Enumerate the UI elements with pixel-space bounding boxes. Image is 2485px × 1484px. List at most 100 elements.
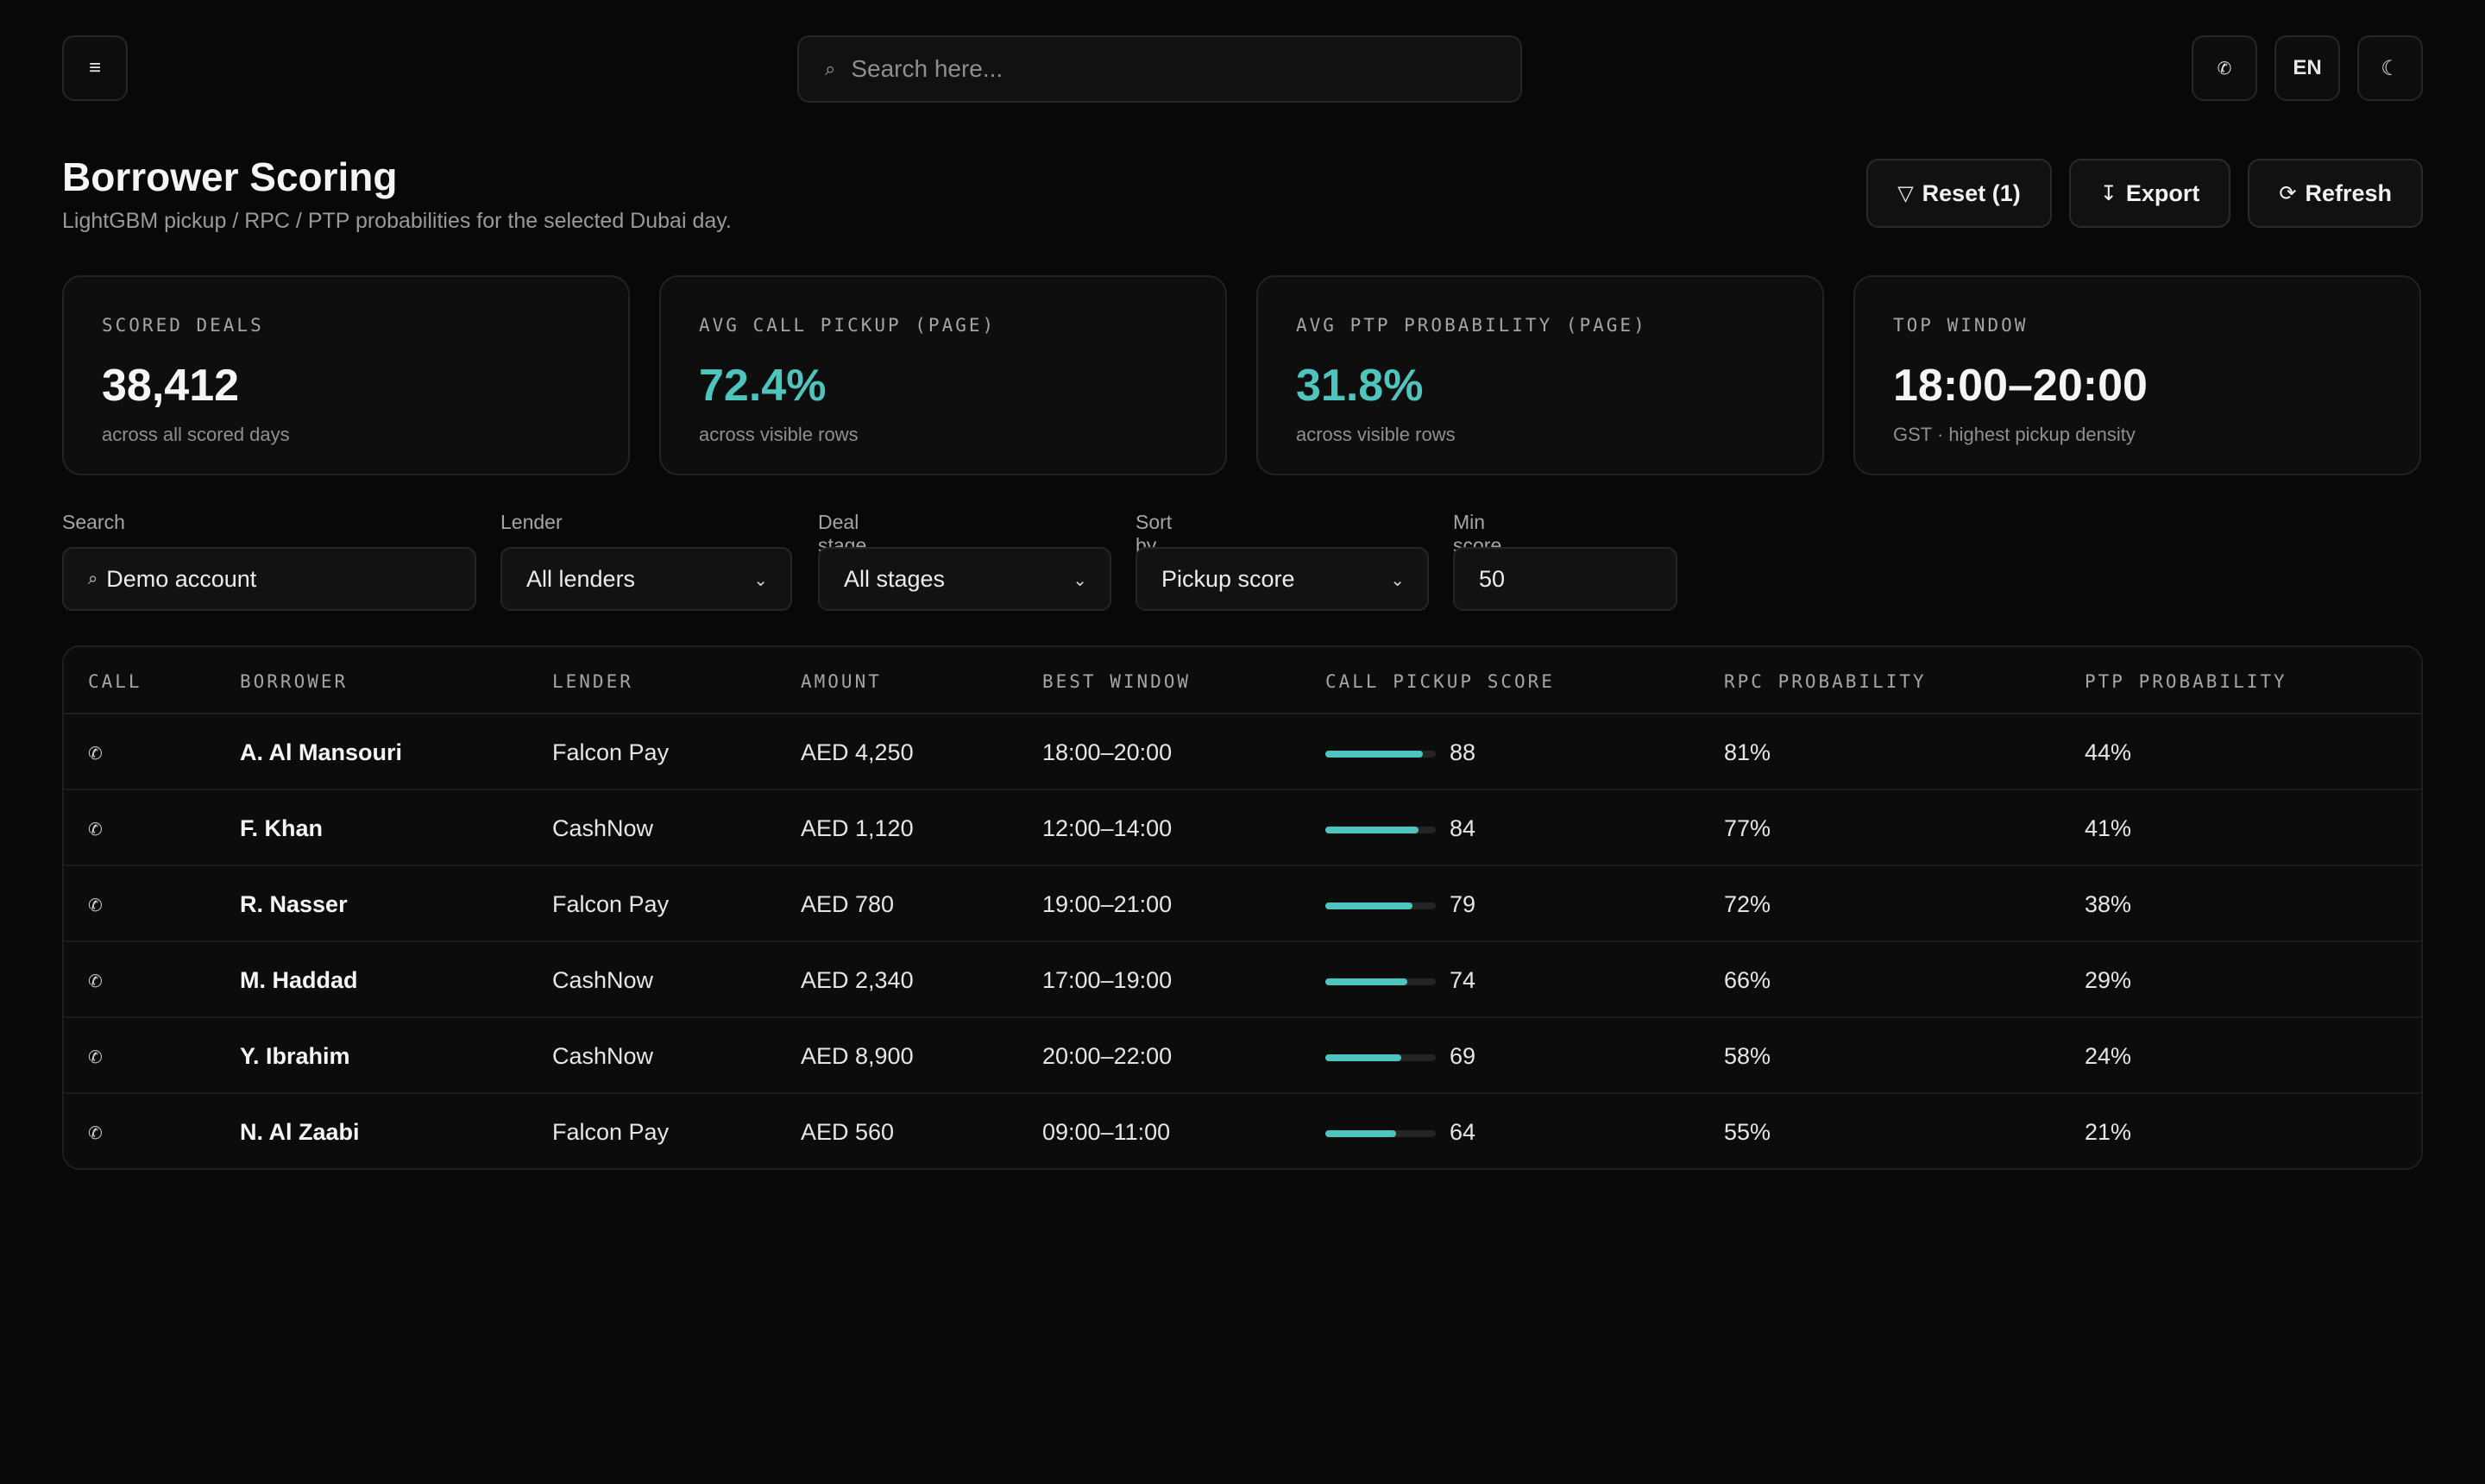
column-header-rpc-probability[interactable]: RPC PROBABILITY	[1724, 671, 1927, 692]
pickup-score-bar-fill	[1325, 751, 1423, 758]
header-actions: ▽ Reset (1) ↧ Export ⟳ Refresh	[1866, 159, 2423, 228]
reset-button[interactable]: ▽ Reset (1)	[1866, 159, 2052, 228]
kpi-label: SCORED DEALS	[102, 315, 264, 336]
borrower-name[interactable]: N. Al Zaabi	[240, 1119, 360, 1145]
kpi-note: GST · highest pickup density	[1893, 424, 2136, 445]
lender-cell: CashNow	[552, 967, 654, 993]
column-header-call[interactable]: CALL	[88, 671, 142, 692]
chevron-down-icon: ⌄	[1073, 571, 1087, 590]
amount-cell: AED 780	[801, 891, 895, 917]
kpi-label: TOP WINDOW	[1893, 315, 2029, 336]
kpi-card-scored-deals: SCORED DEALS 38,412 across all scored da…	[62, 275, 630, 475]
min-score-value: 50	[1479, 565, 1506, 592]
best-window-cell: 09:00–11:00	[1042, 1119, 1171, 1145]
phone-icon[interactable]: ✆	[88, 972, 103, 991]
phone-icon[interactable]: ✆	[88, 1048, 103, 1067]
table-row[interactable]: ✆ Y. Ibrahim CashNow AED 8,900 20:00–22:00 69…	[64, 1018, 2421, 1094]
search-value: Demo account	[106, 565, 257, 592]
lender-select[interactable]: All lenders ⌄	[500, 547, 792, 611]
pickup-score-bar	[1325, 751, 1436, 758]
theme-toggle-button[interactable]: ☾	[2357, 35, 2423, 101]
amount-cell: AED 4,250	[801, 739, 914, 765]
ptp-probability-cell: 29%	[2085, 967, 2132, 993]
lender-cell: CashNow	[552, 1043, 654, 1069]
phone-icon[interactable]: ✆	[88, 821, 103, 839]
borrower-name[interactable]: F. Khan	[240, 815, 324, 841]
search-icon: ⌕	[825, 58, 836, 79]
pickup-score-bar	[1325, 1130, 1436, 1137]
rpc-probability-cell: 81%	[1724, 739, 1771, 765]
kpi-label: AVG CALL PICKUP (PAGE)	[699, 315, 997, 336]
column-header-call-pickup-score[interactable]: CALL PICKUP SCORE	[1325, 671, 1555, 692]
kpi-card-avg-ptp-probability: AVG PTP PROBABILITY (PAGE) 31.8% across …	[1256, 275, 1824, 475]
kpi-cards: SCORED DEALS 38,412 across all scored da…	[62, 275, 2423, 475]
filter-sort-by: Sort by Pickup score ⌄	[1136, 511, 1429, 611]
pickup-score-bar-fill	[1325, 1130, 1396, 1137]
table-row[interactable]: ✆ N. Al Zaabi Falcon Pay AED 560 09:00–11:00…	[64, 1094, 2421, 1168]
borrower-name[interactable]: Y. Ibrahim	[240, 1043, 350, 1069]
download-icon: ↧	[2099, 181, 2117, 205]
borrower-name[interactable]: M. Haddad	[240, 967, 358, 993]
filter-label: Sort by	[1136, 511, 1173, 556]
column-header-lender[interactable]: LENDER	[552, 671, 633, 692]
kpi-note: across visible rows	[699, 424, 859, 445]
table-row[interactable]: ✆ A. Al Mansouri Falcon Pay AED 4,250 18:00–…	[64, 714, 2421, 790]
borrower-name[interactable]: R. Nasser	[240, 891, 348, 917]
table-row[interactable]: ✆ F. Khan CashNow AED 1,120 12:00–14:00 84 77%…	[64, 790, 2421, 866]
kpi-note: across visible rows	[1296, 424, 1456, 445]
export-button[interactable]: ↧ Export	[2068, 159, 2231, 228]
phone-icon[interactable]: ✆	[88, 1124, 103, 1143]
phone-icon[interactable]: ✆	[88, 896, 103, 915]
language-button[interactable]: EN	[2274, 35, 2340, 101]
column-header-best-window[interactable]: BEST WINDOW	[1042, 671, 1192, 692]
lender-cell: Falcon Pay	[552, 891, 670, 917]
global-search-input[interactable]: ⌕ Search here...	[797, 35, 1522, 103]
filter-label: Search	[62, 511, 125, 533]
refresh-label: Refresh	[2305, 179, 2392, 206]
top-bar: ≡ ⌕ Search here... ✆ EN ☾	[62, 35, 2423, 103]
rpc-probability-cell: 72%	[1724, 891, 1771, 917]
column-header-ptp-probability[interactable]: PTP PROBABILITY	[2085, 671, 2287, 692]
borrower-table: CALL BORROWER LENDER AMOUNT BEST WINDOW …	[62, 645, 2423, 1170]
borrower-name[interactable]: A. Al Mansouri	[240, 739, 403, 765]
chevron-down-icon: ⌄	[1390, 571, 1405, 590]
table-row[interactable]: ✆ M. Haddad CashNow AED 2,340 17:00–19:00 74 6…	[64, 942, 2421, 1018]
call-button[interactable]: ✆	[2192, 35, 2257, 101]
pickup-score-bar	[1325, 978, 1436, 985]
deal-stage-value: All stages	[844, 565, 946, 592]
kpi-value: 38,412	[102, 361, 240, 411]
pickup-score-value: 79	[1450, 891, 1476, 917]
column-header-borrower[interactable]: BORROWER	[240, 671, 349, 692]
language-label: EN	[2293, 56, 2322, 79]
ptp-probability-cell: 44%	[2085, 739, 2132, 765]
sort-by-select[interactable]: Pickup score ⌄	[1136, 547, 1429, 611]
amount-cell: AED 2,340	[801, 967, 914, 993]
pickup-score-bar-fill	[1325, 978, 1407, 985]
deal-stage-select[interactable]: All stages ⌄	[818, 547, 1111, 611]
pickup-score-bar	[1325, 902, 1436, 909]
refresh-button[interactable]: ⟳ Refresh	[2248, 159, 2423, 228]
search-icon: ⌕	[88, 569, 98, 588]
page-title: Borrower Scoring	[62, 154, 398, 199]
rpc-probability-cell: 77%	[1724, 815, 1771, 841]
best-window-cell: 19:00–21:00	[1042, 891, 1173, 917]
ptp-probability-cell: 24%	[2085, 1043, 2132, 1069]
pickup-score-bar	[1325, 1054, 1436, 1061]
amount-cell: AED 560	[801, 1119, 895, 1145]
kpi-value: 18:00–20:00	[1893, 361, 2148, 411]
kpi-value: 31.8%	[1296, 361, 1424, 411]
menu-button[interactable]: ≡	[62, 35, 128, 101]
best-window-cell: 20:00–22:00	[1042, 1043, 1173, 1069]
export-label: Export	[2125, 179, 2200, 206]
phone-icon[interactable]: ✆	[88, 745, 103, 764]
search-input[interactable]: ⌕ Demo account	[62, 547, 476, 611]
min-score-input[interactable]: 50	[1453, 547, 1677, 611]
filter-deal-stage: Deal stage All stages ⌄	[818, 511, 1111, 611]
pickup-score-bar	[1325, 827, 1436, 833]
table-row[interactable]: ✆ R. Nasser Falcon Pay AED 780 19:00–21:00 79…	[64, 866, 2421, 942]
chevron-down-icon: ⌄	[753, 571, 768, 590]
lender-cell: Falcon Pay	[552, 1119, 670, 1145]
pickup-score-value: 64	[1450, 1119, 1476, 1145]
column-header-amount[interactable]: AMOUNT	[801, 671, 882, 692]
pickup-score-bar-fill	[1325, 827, 1419, 833]
